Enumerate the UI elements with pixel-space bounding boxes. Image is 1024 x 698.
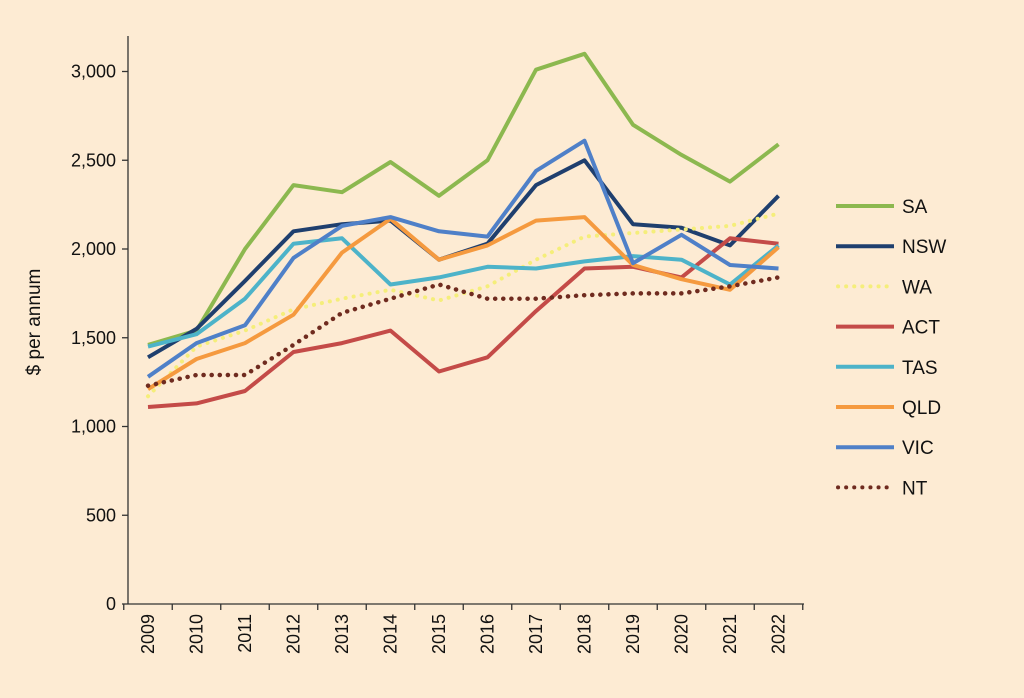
series-lines bbox=[145, 51, 781, 409]
x-tick-label: 2017 bbox=[526, 614, 546, 654]
series-line-nt bbox=[145, 275, 781, 388]
x-tick-label: 2011 bbox=[235, 614, 255, 653]
legend-label-vic: VIC bbox=[902, 438, 934, 459]
y-tick-label: 2,500 bbox=[71, 150, 116, 170]
series-line-vic bbox=[146, 138, 779, 379]
legend-label-wa: WA bbox=[902, 277, 932, 298]
series-line-qld bbox=[146, 215, 780, 391]
y-axis-label: $ per annum bbox=[24, 269, 45, 376]
y-tick-label: 1,000 bbox=[71, 417, 116, 437]
legend-label-nt: NT bbox=[902, 478, 928, 499]
y-tick-label: 1,500 bbox=[71, 328, 116, 348]
series-line-tas bbox=[147, 236, 780, 349]
x-tick-label: 2015 bbox=[429, 614, 449, 654]
x-tick-label: 2021 bbox=[720, 614, 740, 654]
y-axis: 0 500 1,000 1,500 2,000 2,500 3,000 bbox=[71, 36, 129, 614]
x-axis: 2009 2010 2011 2012 2013 2014 2015 2016 2017 2018… bbox=[123, 603, 804, 654]
x-tick-label: 2014 bbox=[381, 614, 401, 654]
x-tick-label: 2022 bbox=[769, 614, 789, 654]
x-tick-label: 2010 bbox=[187, 614, 207, 654]
x-tick-label: 2018 bbox=[575, 614, 595, 654]
y-tick-label: 2,000 bbox=[71, 239, 116, 259]
series-line-sa bbox=[147, 51, 780, 347]
legend-label-qld: QLD bbox=[902, 398, 941, 419]
x-tick-label: 2013 bbox=[332, 614, 352, 654]
legend-label-tas: TAS bbox=[902, 358, 938, 379]
legend-label-nsw: NSW bbox=[902, 237, 946, 258]
legend-label-sa: SA bbox=[902, 197, 928, 218]
x-tick-label: 2020 bbox=[672, 614, 692, 654]
y-tick-label: 3,000 bbox=[71, 62, 116, 82]
x-tick-label: 2016 bbox=[478, 614, 498, 654]
y-tick-label: 500 bbox=[86, 505, 116, 525]
y-tick-label: 0 bbox=[106, 594, 116, 614]
x-tick-label: 2012 bbox=[284, 614, 304, 654]
legend: SA NSW WA ACT TAS QLD VIC NT bbox=[836, 197, 946, 499]
x-tick-label: 2009 bbox=[138, 614, 158, 654]
x-tick-label: 2019 bbox=[623, 614, 643, 654]
legend-label-act: ACT bbox=[902, 318, 940, 339]
